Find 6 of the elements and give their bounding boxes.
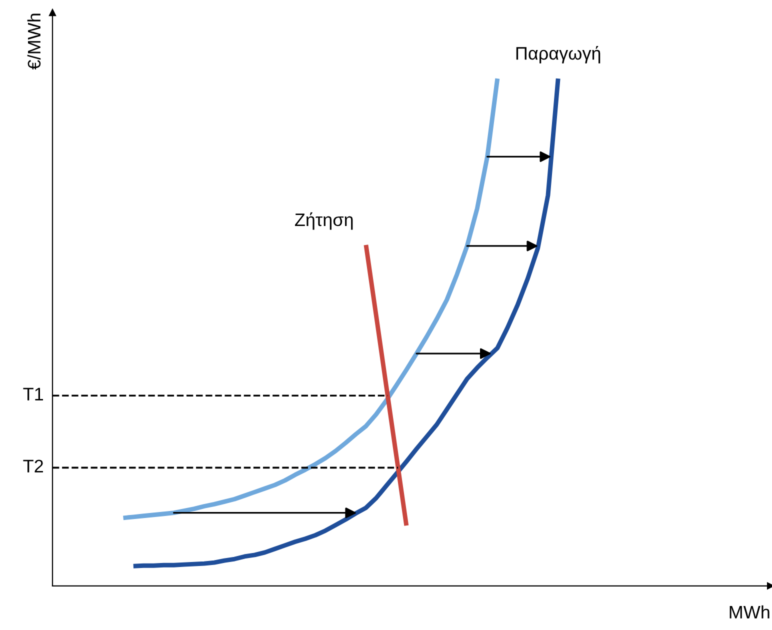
ref-line-label: T2 (23, 460, 43, 472)
annotation: Ζήτηση (294, 212, 353, 230)
ref-line-label: T1 (23, 388, 43, 400)
x-axis-title: MWh (730, 605, 770, 618)
y-axis-title: €/MWh (27, 14, 41, 70)
text: Παραγωγή (516, 46, 600, 64)
